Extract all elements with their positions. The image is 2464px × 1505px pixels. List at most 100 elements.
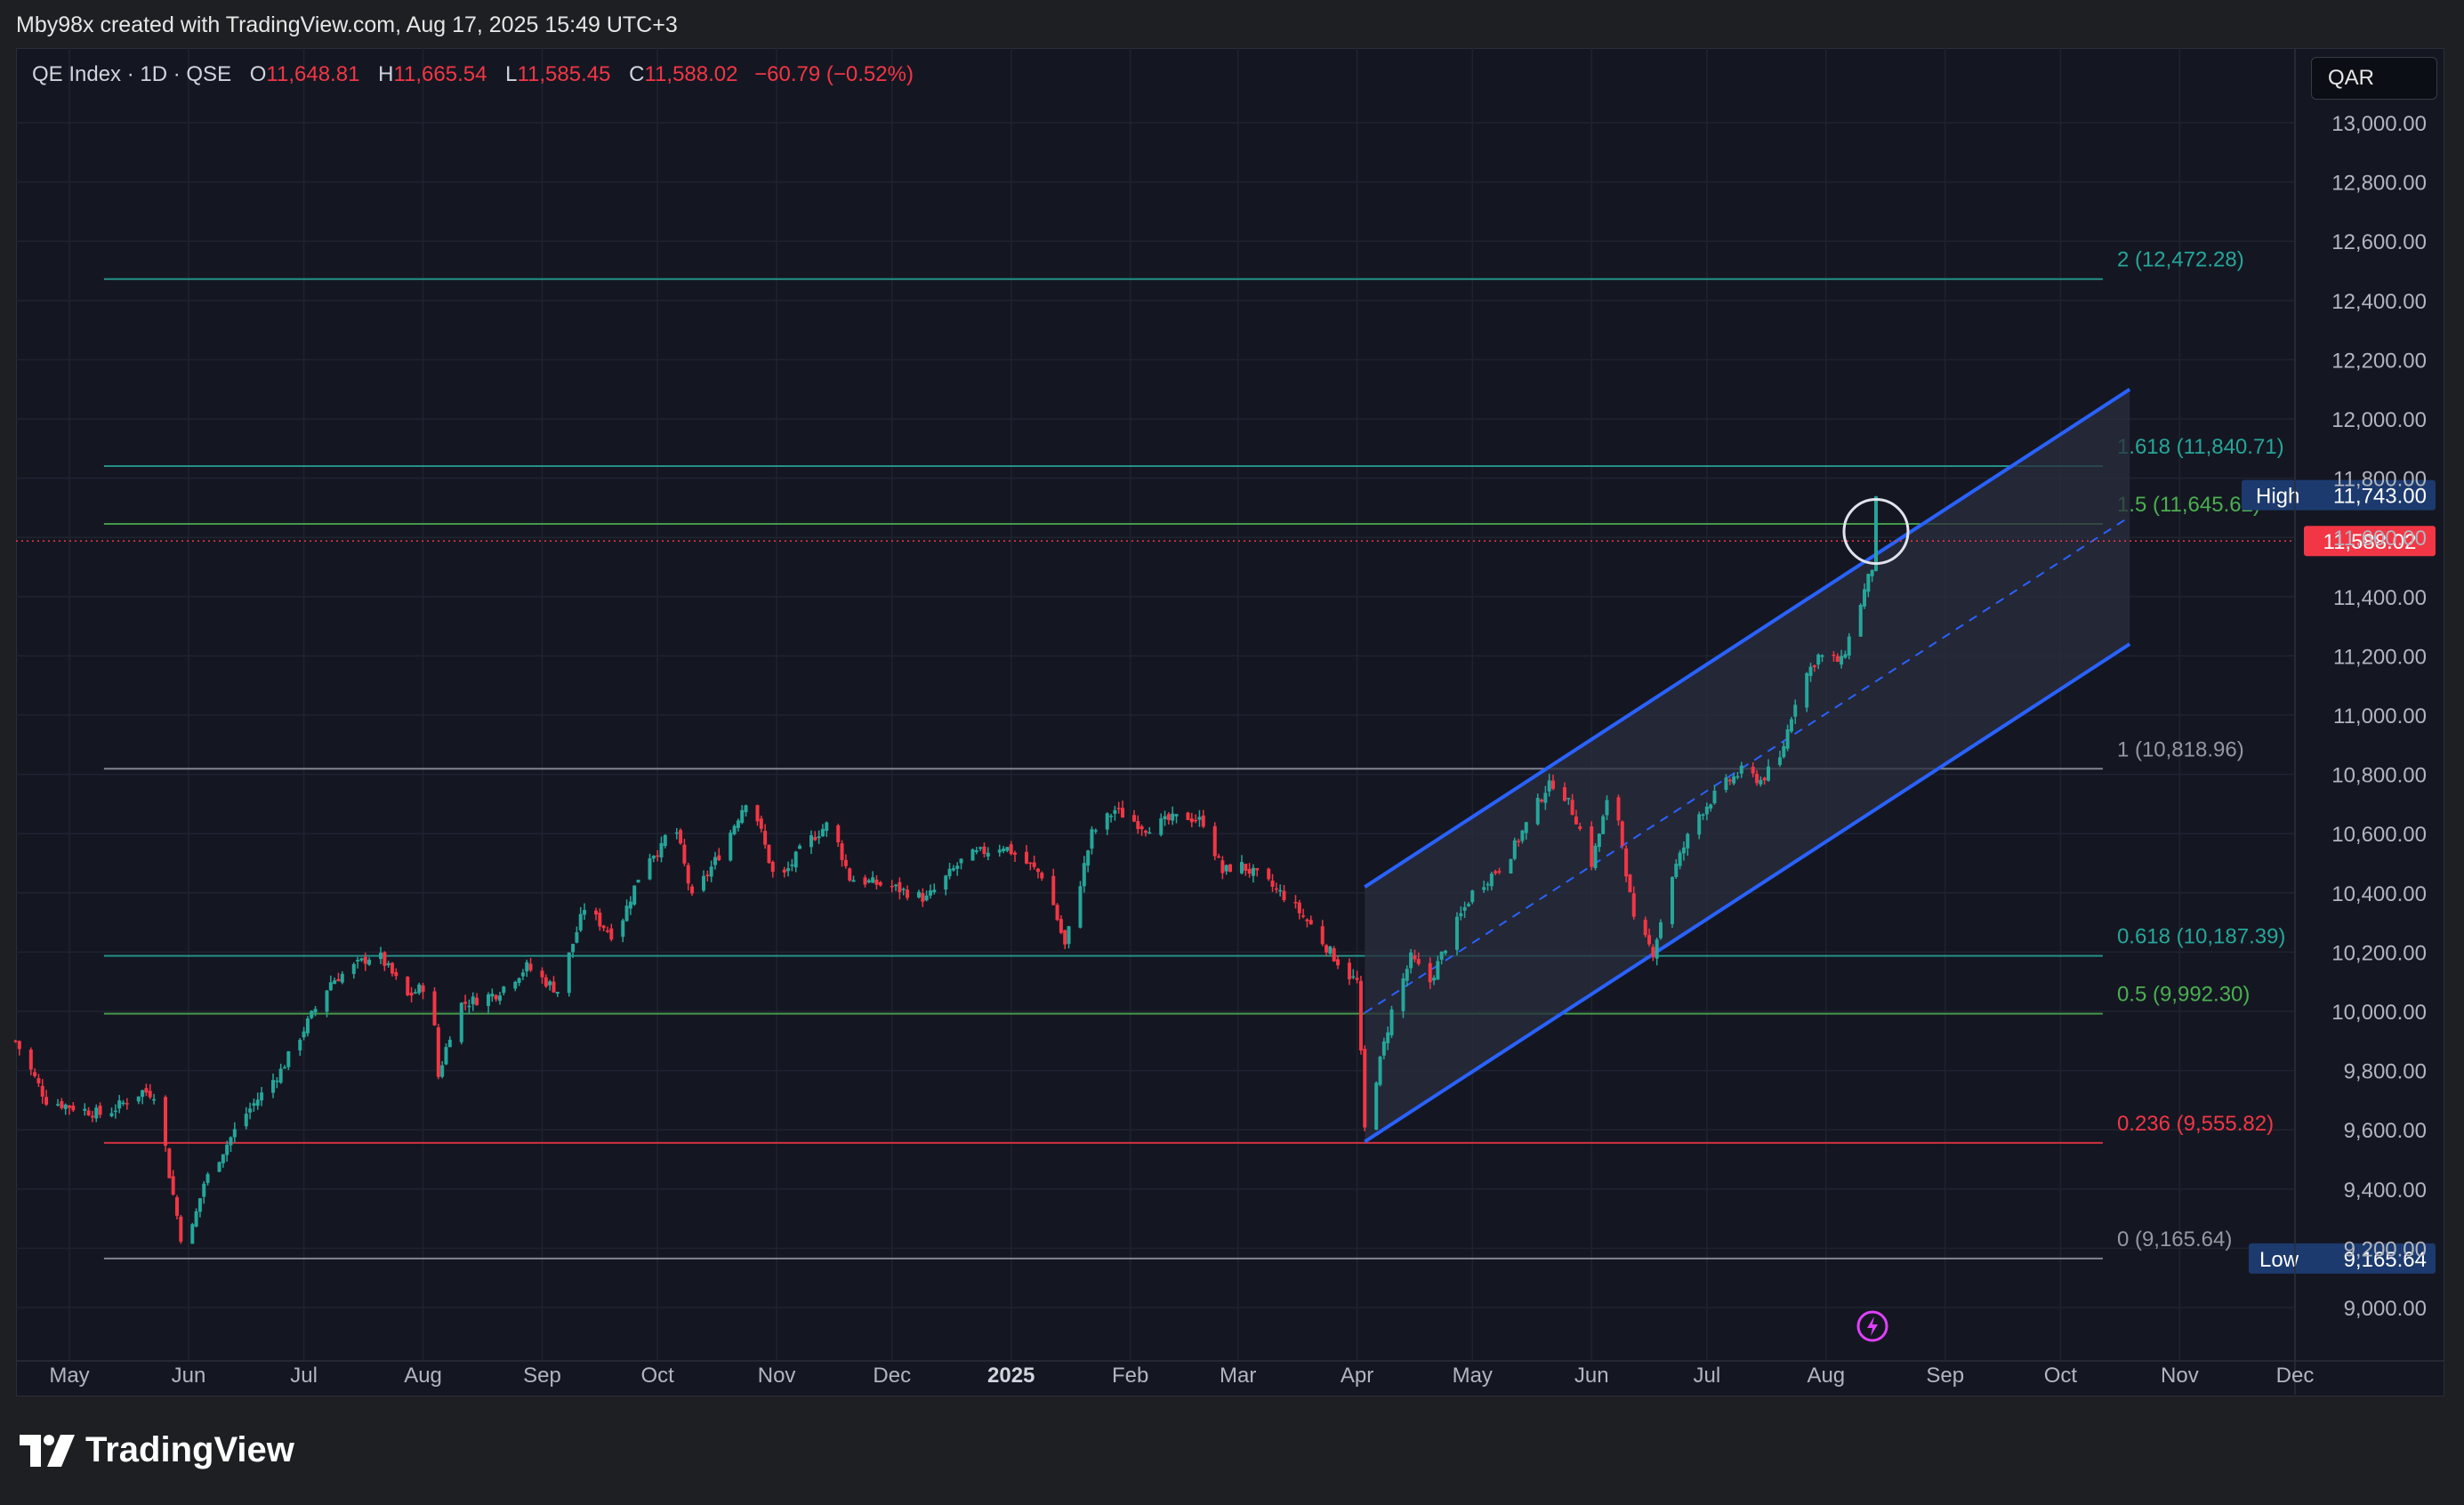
candle-body <box>1432 978 1437 981</box>
candle-body <box>1535 797 1540 825</box>
candle-body <box>674 832 679 834</box>
candle-body <box>982 846 986 854</box>
candle-body <box>809 835 813 848</box>
candle-body <box>974 849 978 853</box>
candle-body <box>798 845 802 849</box>
candle-body <box>648 857 652 880</box>
candle-body <box>1566 797 1571 800</box>
candle-body <box>951 868 955 871</box>
candle-body <box>60 1101 64 1108</box>
candle-body <box>1024 851 1028 864</box>
candle-body <box>813 837 817 841</box>
time-axis-label: Oct <box>2044 1364 2078 1388</box>
candle-body <box>1131 815 1136 822</box>
candle-body <box>1697 814 1702 835</box>
candle-body <box>628 901 632 909</box>
candle-body <box>336 978 341 982</box>
candle-body <box>1866 574 1871 592</box>
candle-body <box>1282 890 1286 900</box>
candle-body <box>1562 787 1566 801</box>
symbol-label: QE Index · 1D · QSE <box>32 62 232 86</box>
candle-body <box>502 986 506 994</box>
time-axis-label: May <box>49 1364 89 1388</box>
candle-body <box>1777 757 1782 765</box>
price-axis-label: 11,200.00 <box>2333 645 2427 669</box>
candle-body <box>955 865 960 869</box>
low-value: 11,585.45 <box>517 62 611 86</box>
candle-body <box>663 834 667 847</box>
tradingview-logo[interactable]: TradingView <box>20 1430 294 1470</box>
candle-body <box>1328 946 1333 954</box>
high-tag-value: 11,743.00 <box>2333 485 2427 509</box>
candle-body <box>1009 844 1013 855</box>
candle-body <box>1835 656 1840 663</box>
candle-body <box>1105 813 1109 830</box>
candle-body <box>1428 962 1432 983</box>
channel-lower-line <box>1364 642 2131 1144</box>
candle-body <box>1816 654 1821 665</box>
candle-body <box>1244 864 1248 871</box>
candle-body <box>36 1078 41 1083</box>
candle-body <box>520 972 525 977</box>
low-tag-value: 9,165.64 <box>2344 1248 2427 1272</box>
fib-level-label: 0 (9,165.64) <box>2117 1227 2232 1251</box>
candle-body <box>205 1173 210 1183</box>
candle-body <box>717 855 721 861</box>
price-axis-label: 11,800.00 <box>2333 468 2427 492</box>
low-tag-label: Low <box>2259 1248 2299 1272</box>
candle-body <box>1270 880 1275 887</box>
candle-body <box>1739 765 1743 774</box>
chart-pane[interactable] <box>16 48 2444 1396</box>
candle-body <box>1251 867 1255 876</box>
candle-body <box>1782 745 1786 758</box>
candle-body <box>659 842 664 857</box>
candle-body <box>1655 939 1659 959</box>
candle-body <box>1255 868 1260 871</box>
candle-body <box>190 1224 195 1244</box>
candle-body <box>1517 841 1521 842</box>
candle-body <box>351 963 356 974</box>
candle-body <box>682 844 687 864</box>
candle-body <box>98 1106 102 1115</box>
candle-body <box>1712 790 1717 804</box>
candle-body <box>851 880 856 882</box>
candle-body <box>1601 816 1606 834</box>
time-axis-label: Jun <box>172 1364 206 1388</box>
lightning-icon[interactable] <box>1856 1309 1889 1343</box>
candle-body <box>1840 656 1844 665</box>
candle-body <box>1166 814 1171 821</box>
candle-body <box>275 1080 279 1082</box>
candle-body <box>736 820 740 828</box>
price-axis-label: 10,800.00 <box>2331 764 2427 788</box>
candle-body <box>921 893 925 902</box>
candle-body <box>305 1018 310 1034</box>
time-axis-label: 2025 <box>987 1364 1035 1388</box>
candle-body <box>148 1091 152 1098</box>
candle-body <box>759 818 763 829</box>
candle-body <box>56 1104 60 1106</box>
candle-body <box>1674 864 1679 878</box>
candle-body <box>63 1104 68 1109</box>
currency-button[interactable]: QAR <box>2311 57 2437 100</box>
candle-body <box>959 858 963 864</box>
candle-body <box>1762 777 1767 781</box>
candle-body <box>1002 849 1006 851</box>
candle-body <box>494 994 498 1000</box>
candle-body <box>1512 840 1517 859</box>
candle-body <box>906 889 910 898</box>
candle-body <box>340 973 344 983</box>
candle-body <box>705 874 710 876</box>
candle-body <box>1143 831 1147 833</box>
candle-body <box>260 1092 264 1101</box>
candle-body <box>944 875 948 890</box>
candle-body <box>1159 818 1164 835</box>
candle-body <box>244 1114 248 1127</box>
candle-body <box>1217 856 1221 858</box>
candle-body <box>1701 814 1705 817</box>
candle-body <box>1547 780 1551 792</box>
price-axis-label: 9,000.00 <box>2344 1297 2427 1321</box>
candle-body <box>770 862 775 873</box>
candle-body <box>878 881 882 886</box>
candle-body <box>1789 719 1793 732</box>
